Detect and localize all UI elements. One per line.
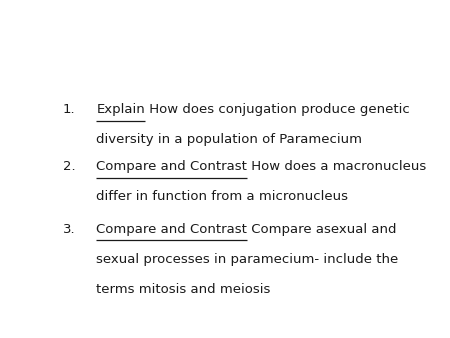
Text: How does conjugation produce genetic: How does conjugation produce genetic	[145, 103, 410, 116]
Text: 3.: 3.	[63, 223, 76, 236]
Text: sexual processes in paramecium- include the: sexual processes in paramecium- include …	[96, 253, 399, 266]
Text: 2.: 2.	[63, 160, 76, 173]
Text: diversity in a population of Paramecium: diversity in a population of Paramecium	[96, 133, 362, 146]
Text: Explain: Explain	[96, 103, 145, 116]
Text: Compare asexual and: Compare asexual and	[247, 223, 397, 236]
Text: Compare and Contrast: Compare and Contrast	[96, 223, 247, 236]
Text: differ in function from a micronucleus: differ in function from a micronucleus	[96, 190, 348, 203]
Text: Compare and Contrast: Compare and Contrast	[96, 160, 247, 173]
Text: How does a macronucleus: How does a macronucleus	[247, 160, 427, 173]
Text: 1.: 1.	[63, 103, 76, 116]
Text: terms mitosis and meiosis: terms mitosis and meiosis	[96, 283, 271, 296]
